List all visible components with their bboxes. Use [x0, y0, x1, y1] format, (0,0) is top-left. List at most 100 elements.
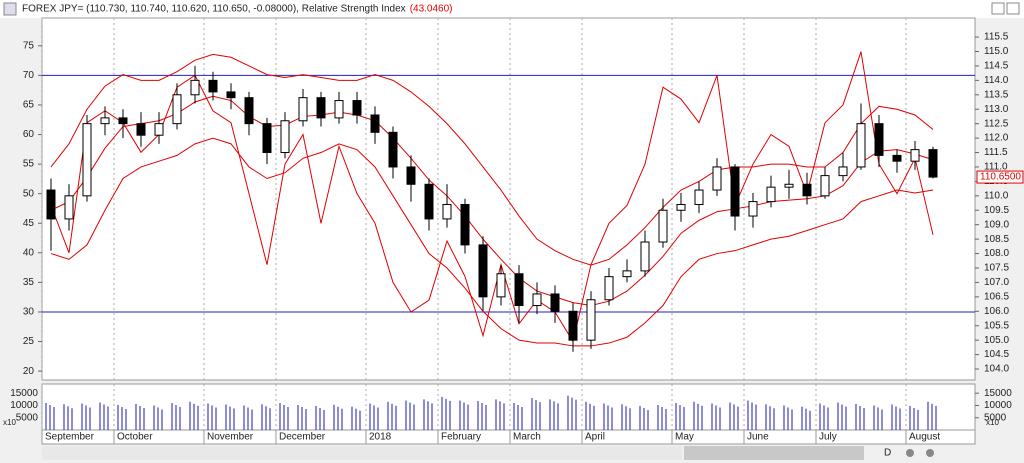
y2-tick-label: 25 [23, 336, 35, 347]
candle-body [460, 203, 470, 246]
y2-tick-label: 65 [23, 100, 35, 111]
last-price-label: 110.6500 [980, 172, 1021, 183]
candle-body [100, 117, 110, 125]
candle-body [694, 189, 704, 205]
y-tick-label: 115.5 [984, 32, 1009, 43]
candle-body [820, 175, 830, 197]
y-tick-label: 113.0 [984, 104, 1009, 115]
candle-body [424, 183, 434, 220]
candle-body [802, 183, 812, 197]
x-tick-label: 2018 [369, 432, 392, 443]
y2-tick-label: 30 [23, 307, 35, 318]
y-tick-label: 15000 [10, 388, 38, 399]
y-tick-label: 108.5 [984, 234, 1009, 245]
candle-body [514, 273, 524, 307]
candle-body [874, 123, 884, 156]
candle-body [658, 209, 668, 243]
y-tick-label: 10000 [984, 400, 1012, 411]
toolbar-button[interactable]: D [884, 448, 891, 459]
candle-body [604, 276, 614, 301]
y-tick-label: 104.5 [984, 349, 1009, 360]
window-button[interactable] [991, 2, 1005, 15]
y-tick-label: 5000 [16, 412, 39, 423]
candle-body [676, 203, 686, 211]
candle-body [550, 293, 560, 312]
x-tick-label: August [909, 432, 940, 443]
candle-body [496, 273, 506, 298]
window-button[interactable] [1006, 2, 1020, 15]
candle-body [532, 293, 542, 307]
scrollbar[interactable] [42, 446, 682, 460]
volume-pane [41, 383, 976, 431]
y2-tick-label: 45 [23, 218, 35, 229]
candle-body [622, 270, 632, 278]
y-tick-label: 105.0 [984, 335, 1009, 346]
y2-tick-label: 60 [23, 129, 35, 140]
x-tick-label: November [207, 432, 254, 443]
candle-body [280, 120, 290, 154]
scale-label: x10 [986, 418, 999, 427]
x-tick-label: October [117, 432, 153, 443]
y-tick-label: 105.5 [984, 320, 1009, 331]
candle-body [892, 154, 902, 162]
x-tick-label: February [441, 432, 481, 443]
x-tick-label: September [45, 432, 95, 443]
candle-body [334, 100, 344, 119]
y2-tick-label: 35 [23, 277, 35, 288]
candle-body [388, 131, 398, 168]
candle-body [442, 203, 452, 220]
scroll-thumb[interactable] [684, 446, 864, 460]
y-tick-label: 107.5 [984, 263, 1009, 274]
candle-body [568, 310, 578, 341]
candle-body [154, 123, 164, 136]
candle-body [910, 149, 920, 162]
y2-tick-label: 70 [23, 70, 35, 81]
y-tick-label: 108.0 [984, 248, 1009, 259]
candle-body [370, 114, 380, 133]
zoom-button[interactable] [906, 449, 914, 457]
candle-body [136, 123, 146, 136]
candle-body [262, 123, 272, 154]
y-tick-label: 106.0 [984, 306, 1009, 317]
x-tick-label: June [747, 432, 769, 443]
last-price-box [976, 170, 1024, 184]
candle-body [316, 97, 326, 119]
candle-body [406, 166, 416, 185]
y2-tick-label: 75 [23, 40, 35, 51]
y-tick-label: 112.5 [984, 118, 1009, 129]
y-tick-label: 111.0 [984, 162, 1008, 173]
y-tick-label: 107.0 [984, 277, 1009, 288]
candle-body [208, 79, 218, 93]
plot: 104.0 104.5 105.0 105.5 106.0 106.5 107.0 107.5… [10, 18, 1024, 444]
y-tick-label: 114.0 [984, 75, 1009, 86]
y-tick-label: 109.5 [984, 205, 1009, 216]
candle-body [190, 79, 200, 96]
y-tick-label: 15000 [984, 388, 1012, 399]
x-tick-label: May [675, 432, 694, 443]
y-tick-label: 10000 [10, 400, 38, 411]
y-tick-label: 110.0 [984, 190, 1009, 201]
x-tick-label: March [513, 432, 541, 443]
candle-body [766, 186, 776, 203]
zoom-button[interactable] [926, 449, 934, 457]
indicator-label: (43.0460) [410, 4, 453, 15]
candle-body [478, 244, 488, 298]
candle-body [226, 91, 236, 99]
candle-body [46, 189, 56, 220]
y-tick-label: 114.5 [984, 61, 1009, 72]
y2-tick-label: 20 [23, 366, 35, 377]
candle-body [352, 100, 362, 116]
band-line [50, 137, 934, 347]
x-tick-label: December [279, 432, 326, 443]
y2-tick-label: 50 [23, 188, 35, 199]
candle-body [838, 166, 848, 177]
app-icon [3, 2, 17, 16]
y-tick-label: 106.5 [984, 292, 1009, 303]
candle-body [784, 183, 794, 188]
y2-tick-label: 40 [23, 247, 35, 258]
candle-body [730, 166, 740, 217]
band-line [50, 95, 934, 307]
band-line [50, 53, 934, 266]
y-tick-label: 5000 [984, 412, 1007, 423]
